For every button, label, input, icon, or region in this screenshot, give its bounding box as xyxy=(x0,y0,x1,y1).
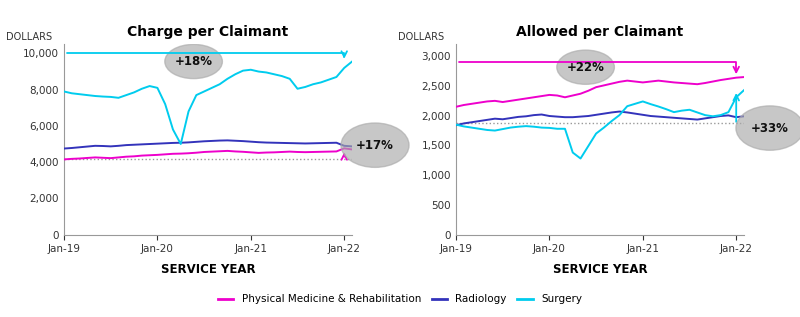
Text: +33%: +33% xyxy=(751,121,789,135)
Text: +18%: +18% xyxy=(174,55,213,68)
Ellipse shape xyxy=(165,44,222,79)
Text: +17%: +17% xyxy=(356,139,394,152)
Ellipse shape xyxy=(557,50,614,84)
Text: +22%: +22% xyxy=(566,61,605,74)
X-axis label: SERVICE YEAR: SERVICE YEAR xyxy=(161,263,255,276)
Text: DOLLARS: DOLLARS xyxy=(6,32,53,42)
X-axis label: SERVICE YEAR: SERVICE YEAR xyxy=(553,263,647,276)
Title: Charge per Claimant: Charge per Claimant xyxy=(127,25,289,39)
Text: DOLLARS: DOLLARS xyxy=(398,32,445,42)
Legend: Physical Medicine & Rehabilitation, Radiology, Surgery: Physical Medicine & Rehabilitation, Radi… xyxy=(214,290,586,309)
Title: Allowed per Claimant: Allowed per Claimant xyxy=(516,25,684,39)
